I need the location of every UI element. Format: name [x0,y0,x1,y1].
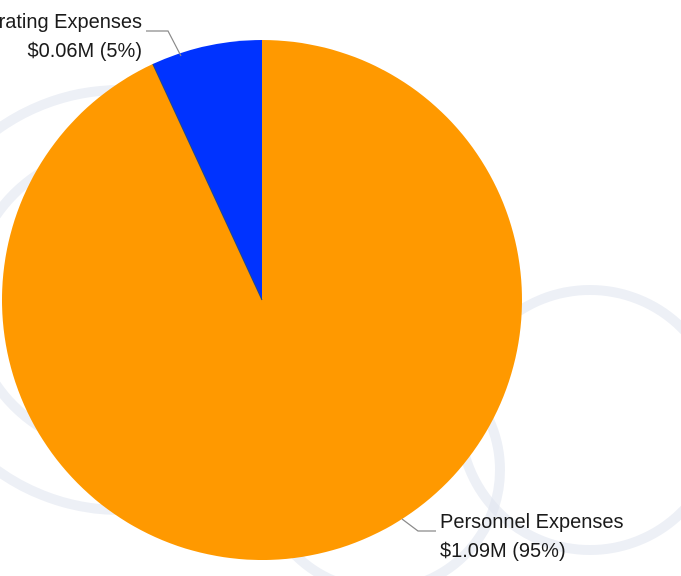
leader-line-operating-expenses [146,30,182,57]
slice-label-name: Personnel Expenses [440,511,623,533]
slice-label-name: Operating Expenses [0,11,142,33]
pie-slices [1,40,522,560]
pie-slice-operating-expenses [152,40,262,300]
slice-separator [152,63,263,301]
slice-labels: Operating Expenses $0.06M (5%) Personnel… [0,11,623,562]
leader-line-personnel-expenses [401,518,436,532]
slice-label-value: $1.09M (95%) [440,540,566,562]
label-leader-lines [146,30,436,532]
slice-label-value: $0.06M (5%) [28,40,143,62]
